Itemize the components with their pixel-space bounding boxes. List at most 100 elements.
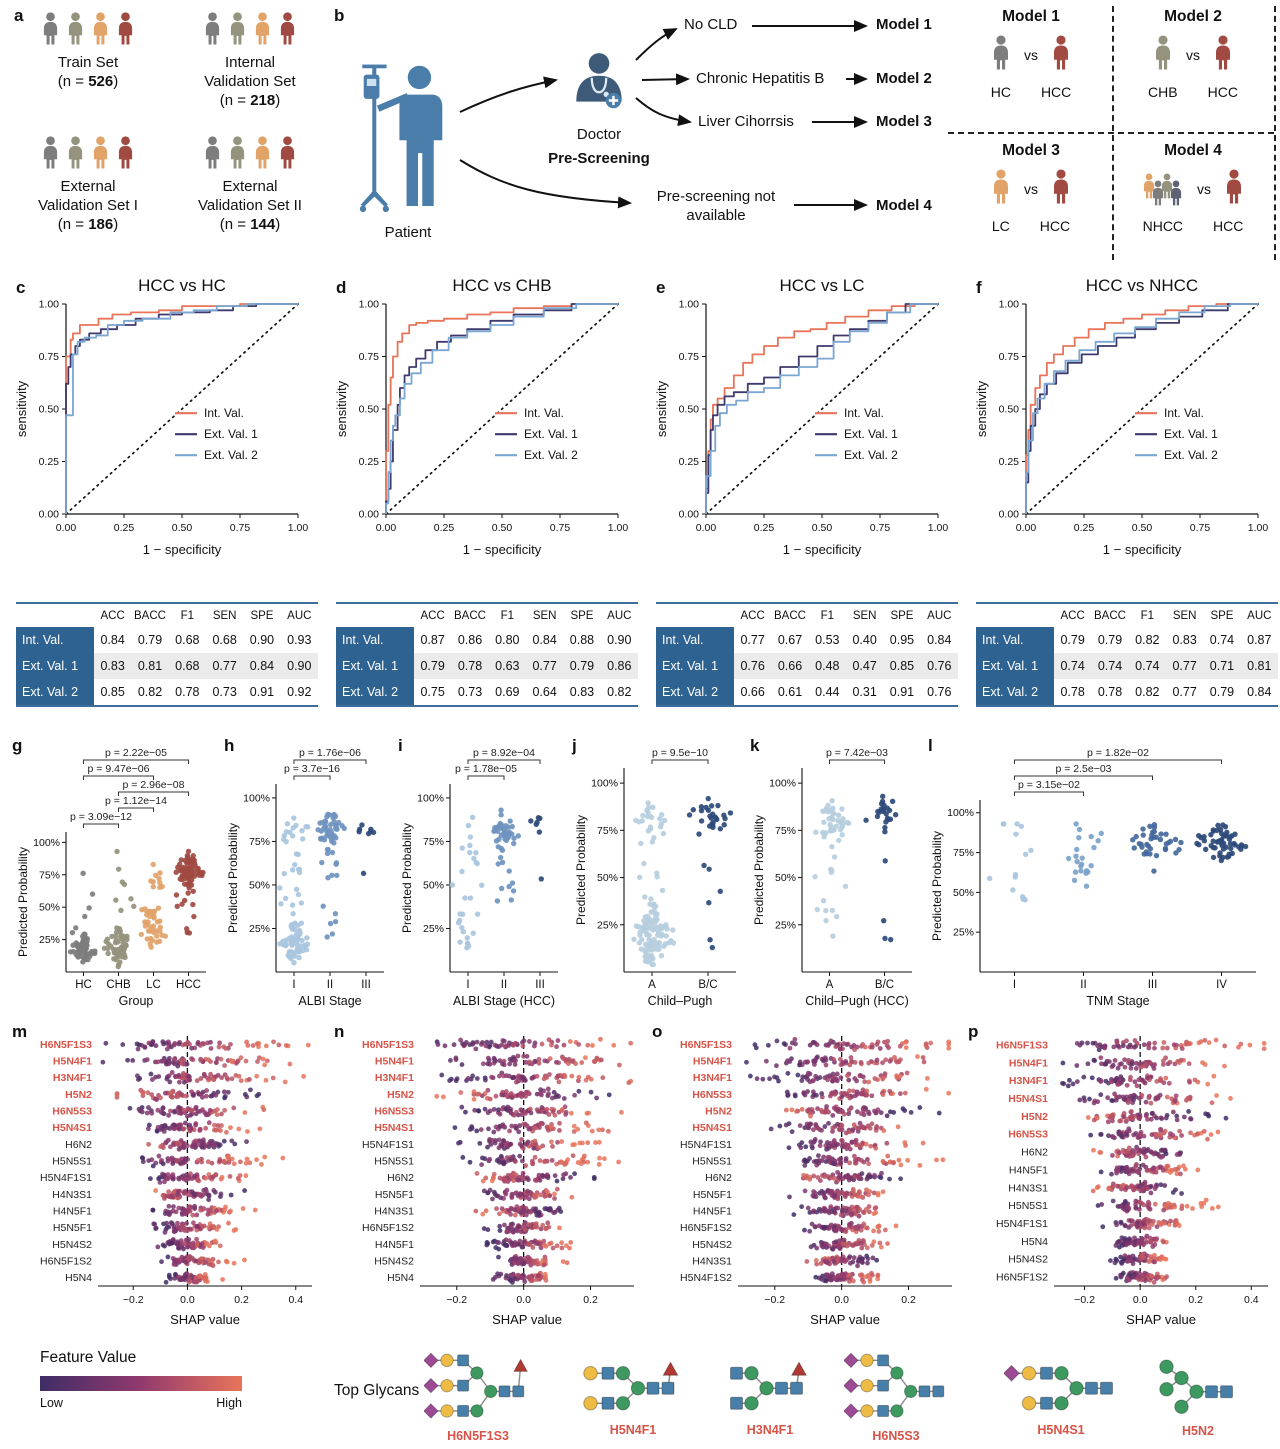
person-icon: [277, 12, 298, 45]
table-row: Int. Val. 0.87 0.86 0.80 0.84 0.88 0.90: [336, 627, 638, 653]
glycan-h3n4f1: H3N4F1: [722, 1361, 818, 1437]
svg-text:0.75: 0.75: [999, 351, 1020, 363]
hcc-person-icon: [1223, 169, 1245, 209]
svg-text:ALBI Stage (HCC): ALBI Stage (HCC): [453, 994, 555, 1008]
shap-panel-model-3: −0.2 0.0 0.2 SHAP value H6N5F1S3 H5N4F1 H3N4F1…: [650, 1030, 962, 1337]
shap-panel-model-2: −0.2 0.0 0.2 SHAP value H6N5F1S3 H5N4F1 H3N4F1…: [332, 1030, 644, 1337]
model-row: vs: [952, 35, 1110, 75]
table-row: Ext. Val. 2 0.66 0.61 0.44 0.31 0.91 0.76: [656, 679, 958, 705]
svg-text:H4N3S1: H4N3S1: [374, 1206, 414, 1218]
svg-text:0.00: 0.00: [39, 509, 60, 521]
beeswarm-tnm-stage: 25% 50% 75% 100% Predicted Probability I II III…: [930, 744, 1266, 1021]
panel-letter-o: o: [652, 1022, 663, 1041]
svg-text:Ext. Val. 1: Ext. Val. 1: [1164, 427, 1218, 441]
hcc-person-icon: [1050, 35, 1072, 75]
svg-text:H5N4F1S1: H5N4F1S1: [40, 1172, 92, 1184]
svg-text:H5N2: H5N2: [387, 1089, 414, 1101]
svg-text:HCC: HCC: [176, 979, 201, 991]
svg-text:II: II: [327, 979, 333, 991]
svg-text:Predicted Probability: Predicted Probability: [930, 831, 944, 941]
nhcc-group-icon: [1141, 171, 1185, 207]
person-row: [14, 12, 162, 45]
svg-text:A: A: [826, 979, 834, 991]
svg-text:0.75: 0.75: [230, 522, 251, 534]
svg-text:H6N5F1S3: H6N5F1S3: [40, 1039, 92, 1051]
svg-text:50%: 50%: [39, 902, 60, 914]
svg-text:−0.2: −0.2: [446, 1294, 467, 1306]
svg-text:H6N5F1S3: H6N5F1S3: [996, 1039, 1048, 1051]
svg-text:Ext. Val. 2: Ext. Val. 2: [204, 448, 258, 462]
svg-text:100%: 100%: [591, 778, 618, 790]
svg-text:p = 3.09e−12: p = 3.09e−12: [70, 811, 132, 823]
svg-text:0.2: 0.2: [583, 1294, 598, 1306]
person-icon: [40, 12, 61, 45]
model-3-label: Model 3: [876, 113, 932, 130]
svg-text:Ext. Val. 1: Ext. Val. 1: [204, 427, 258, 441]
dataset-line: Internal: [224, 54, 276, 71]
svg-text:Ext. Val. 2: Ext. Val. 2: [1164, 448, 1218, 462]
person-icon: [65, 136, 86, 169]
dataset-n: (n = 144): [219, 216, 281, 234]
glycan-name: H5N4F1: [609, 1422, 657, 1437]
svg-text:Ext. Val. 2: Ext. Val. 2: [524, 448, 578, 462]
metrics-table-model-3: ACC BACC F1 SEN SPE AUC Int. Val. 0.77 0.67 0.53 0…: [656, 602, 958, 707]
svg-text:100%: 100%: [243, 792, 270, 804]
hc-person-icon: [990, 35, 1012, 75]
roc-chart-c: HCC vs HC 0.000.00 0.25 0.25 0.50 0.50 0.75 0.7…: [14, 276, 309, 557]
svg-text:H5N2: H5N2: [1021, 1111, 1048, 1123]
person-icon: [252, 12, 273, 45]
svg-text:H3N4F1: H3N4F1: [1009, 1075, 1048, 1087]
branch-chb: Chronic Hepatitis B: [696, 70, 825, 87]
table-row: Ext. Val. 1 0.76 0.66 0.48 0.47 0.85 0.76: [656, 653, 958, 679]
svg-text:sensitivity: sensitivity: [14, 380, 29, 437]
svg-text:0.00: 0.00: [696, 522, 717, 534]
lc-person-icon: [990, 169, 1012, 209]
roc-chart-e: HCC vs LC 0.000.00 0.25 0.25 0.50 0.50 0.75 0.7…: [654, 276, 948, 557]
svg-text:0.0: 0.0: [834, 1294, 849, 1306]
svg-text:H4N5F1: H4N5F1: [375, 1239, 414, 1251]
person-icon: [1050, 35, 1072, 70]
dataset-line: Validation Set II: [198, 197, 302, 215]
svg-text:0.25: 0.25: [754, 522, 775, 534]
model-names: NHCC HCC: [1114, 218, 1272, 234]
dataset-train: Train Set (n = 526): [14, 12, 162, 91]
svg-text:0.25: 0.25: [359, 456, 380, 468]
glycan-svg: [583, 1361, 679, 1411]
svg-text:TNM Stage: TNM Stage: [1086, 994, 1149, 1008]
svg-text:−0.2: −0.2: [123, 1294, 144, 1306]
person-row: [176, 136, 324, 169]
svg-text:p = 1.76e−06: p = 1.76e−06: [299, 747, 361, 759]
glycan-h6n5f1s3: H6N5F1S3: [415, 1350, 541, 1443]
svg-text:SHAP value: SHAP value: [810, 1312, 880, 1327]
svg-text:25%: 25%: [775, 919, 796, 931]
svg-text:H5N4F1S1: H5N4F1S1: [362, 1139, 414, 1151]
model-title: Model 1: [1002, 8, 1060, 25]
svg-text:p = 7.42e−03: p = 7.42e−03: [826, 747, 888, 759]
person-icon: [252, 136, 273, 169]
svg-text:0.0: 0.0: [1133, 1294, 1148, 1306]
svg-text:75%: 75%: [597, 825, 618, 837]
panel-letter-d: d: [336, 278, 347, 297]
vs-label: vs: [1197, 181, 1211, 197]
patient-icon: [359, 64, 443, 212]
svg-text:Child–Pugh (HCC): Child–Pugh (HCC): [805, 994, 909, 1008]
person-icon: [90, 136, 111, 169]
glycan-structure-icon: [415, 1350, 541, 1426]
glycan-h6n5s3: H6N5S3: [838, 1350, 954, 1443]
glycan-h5n4f1: H5N4F1: [578, 1361, 688, 1437]
dataset-line: External: [222, 178, 278, 195]
svg-text:0.25: 0.25: [39, 456, 60, 468]
glycan-name: H5N2: [1182, 1423, 1214, 1438]
svg-text:H5N4F1: H5N4F1: [1009, 1057, 1048, 1069]
shap-chart-p: −0.2 0.0 0.2 0.4 SHAP value H6N5F1S3 H5N4F1 H3N…: [996, 1036, 1268, 1327]
svg-text:1 − specificity: 1 − specificity: [143, 542, 222, 557]
svg-text:1.00: 1.00: [288, 522, 309, 534]
svg-text:H6N5F1S2: H6N5F1S2: [996, 1272, 1048, 1284]
vs-label: vs: [1024, 181, 1038, 197]
table-row: Ext. Val. 1 0.83 0.81 0.68 0.77 0.84 0.90: [16, 653, 318, 679]
glycan-svg: [729, 1361, 807, 1411]
svg-text:HCC vs CHB: HCC vs CHB: [452, 276, 551, 295]
table-header: ACC BACC F1 SEN SPE AUC: [420, 609, 632, 622]
feature-value-ends: Low High: [40, 1396, 242, 1410]
right-name: HCC: [1213, 218, 1244, 234]
